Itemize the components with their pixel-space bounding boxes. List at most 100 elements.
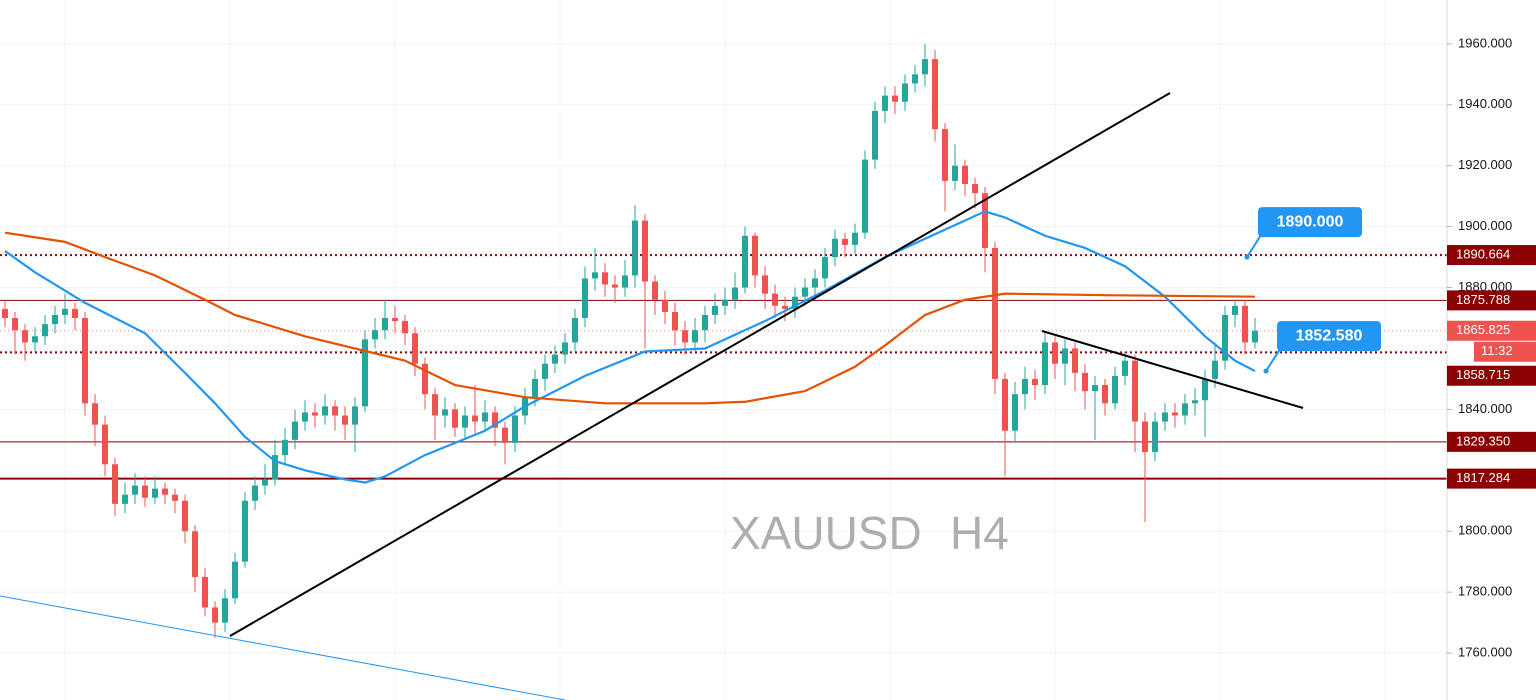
candle-body [322,406,328,416]
callout-label: 1852.580 [1296,327,1363,344]
y-tick-label: 1880.000 [1458,279,1512,294]
candle-body [62,308,68,315]
candle-body [662,299,668,312]
candle-body [412,333,418,364]
candle-body [332,406,338,416]
candle-body [992,247,998,379]
candles [2,43,1258,638]
candle-body [1122,360,1128,376]
candle-body [272,455,278,480]
candle-body [612,284,618,288]
y-tick-label: 1920.000 [1458,157,1512,172]
candle-body [142,485,148,498]
candle-body [462,415,468,428]
candle-body [492,412,498,428]
candle-body [912,74,918,84]
candle-body [82,318,88,404]
level-label: 1858.715 [1456,367,1510,382]
candle-body [1082,372,1088,392]
candle-body [682,330,688,343]
candle-body [512,415,518,443]
y-tick-label: 1840.000 [1458,401,1512,416]
y-tick-label: 1800.000 [1458,523,1512,538]
candle-body [422,363,428,395]
candle-body [1212,360,1218,379]
level-label-box [1447,468,1536,489]
candle-body [1222,314,1228,361]
level-label-box [1447,365,1536,386]
candle-body [672,311,678,331]
candle-body [902,83,908,102]
level-label-box [1447,245,1536,266]
level-label-box [1447,290,1536,311]
candle-body [802,287,808,297]
candle-body [382,318,388,331]
candle-body [172,494,178,501]
callout-pointer [1246,234,1262,258]
candle-body [882,95,888,111]
candle-body [432,394,438,416]
candle-body [282,439,288,456]
candle-body [1242,305,1248,343]
candle-body [222,598,228,623]
candle-body [402,321,408,334]
callout-pointer [1265,348,1281,372]
candle-body [32,336,38,343]
candle-body [292,421,298,440]
countdown-label: 11:32 [1481,343,1513,358]
candle-body [42,324,48,337]
candle-body [752,235,758,276]
moving-average [4,210,1256,484]
candle-body [892,95,898,102]
candle-body [782,305,788,309]
candle-body [1152,421,1158,453]
candle-body [962,165,968,184]
candle-body [932,59,938,130]
candle-body [772,293,778,306]
candle-body [1232,305,1238,315]
candle-body [392,318,398,322]
level-label: 1817.284 [1456,470,1510,485]
callouts: 1890.000 1852.580 [1244,207,1381,374]
candle-body [792,296,798,309]
candle-body [1022,378,1028,395]
callout-box [1258,207,1362,238]
candle-body [822,257,828,279]
candle-body [312,412,318,416]
candle-body [262,479,268,486]
candle-body [1102,385,1108,404]
candle-body [342,415,348,425]
callout-label: 1890.000 [1277,213,1344,230]
moving-averages [4,210,1256,484]
candle-body [562,342,568,355]
candle-body [852,232,858,245]
current-price-label: 1865.825 [1456,322,1510,337]
candle-body [552,354,558,364]
candle-body [472,415,478,422]
candle-body [252,485,258,501]
candle-body [922,59,928,75]
countdown-box [1474,341,1536,362]
y-tick-label: 1760.000 [1458,645,1512,660]
candle-body [232,561,238,599]
candle-body [732,287,738,300]
level-label-box [1447,431,1536,452]
candle-body [742,235,748,288]
grid [0,0,1447,700]
candle-body [1142,421,1148,453]
candle-body [92,403,98,425]
candle-body [12,318,18,331]
candle-body [632,220,638,276]
candle-body [182,500,188,532]
candle-body [602,272,608,285]
candle-body [1042,342,1048,386]
candle-body [572,318,578,343]
candle-body [452,409,458,428]
candle-body [1012,394,1018,431]
candle-body [1252,330,1258,343]
candle-body [972,183,978,194]
candle-body [502,427,508,443]
candle-body [812,278,818,288]
